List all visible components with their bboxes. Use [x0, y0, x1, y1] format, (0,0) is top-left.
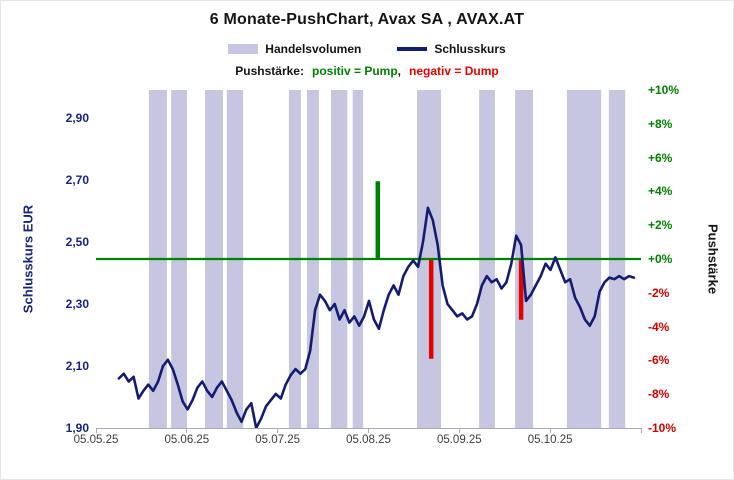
pct-tick-label: -2% [648, 285, 670, 300]
x-axis-tick-mark [186, 428, 188, 433]
pct-tick-label: -6% [648, 353, 670, 368]
eur-tick-label: 2,30 [65, 296, 89, 311]
x-tick-label: 05.06.25 [164, 434, 210, 446]
close-line-swatch-icon [397, 47, 428, 51]
plot-area [96, 90, 641, 428]
series-legend: Handelsvolumen Schlusskurs [1, 42, 733, 56]
x-axis-tick-mark [95, 428, 97, 433]
x-axis-tick-mark [549, 428, 551, 433]
x-axis-tick-mark [277, 428, 279, 433]
pct-tick-label: +4% [648, 184, 673, 199]
eur-tick-label: 1,90 [65, 421, 89, 435]
x-axis-line [96, 428, 642, 429]
eur-tick-label: 2,10 [65, 358, 89, 373]
x-tick-label: 05.09.25 [436, 434, 482, 446]
x-axis-tick-mark [640, 428, 642, 433]
eur-tick-label: 2,70 [65, 172, 89, 187]
pct-tick-label: +6% [648, 150, 673, 165]
close-line [117, 206, 636, 428]
x-tick-label: 05.05.25 [73, 434, 119, 446]
left-axis-title: Schlusskurs EUR [20, 204, 36, 314]
volume-legend-label: Handelsvolumen [265, 42, 362, 56]
right-axis-title: Pushstärke [705, 223, 721, 295]
pct-tick-label: -10% [648, 421, 677, 435]
push-legend-prefix: Pushstärke: [235, 64, 304, 78]
x-tick-label: 05.07.25 [255, 434, 301, 446]
chart-title: 6 Monate-PushChart, Avax SA , AVAX.AT [209, 11, 525, 28]
x-axis-tick-mark [368, 428, 369, 433]
pct-tick-label: -8% [648, 387, 670, 402]
eur-tick-label: 2,90 [65, 110, 89, 125]
pct-tick-label: -4% [648, 319, 670, 334]
x-tick-label: 05.10.25 [527, 434, 573, 446]
pct-tick-label: +2% [648, 218, 673, 233]
push-legend-separator: , [397, 64, 402, 78]
dump-legend-label: negativ = Dump [409, 64, 499, 78]
x-tick-label: 05.08.25 [346, 434, 391, 446]
close-legend-item: Schlusskurs [397, 42, 506, 56]
pump-legend-label: positiv = Pump [311, 64, 398, 78]
volume-legend-item: Handelsvolumen [228, 42, 361, 56]
eur-tick-label: 2,50 [65, 234, 89, 249]
pct-tick-label: +8% [648, 116, 673, 131]
x-axis-tick-mark [458, 428, 460, 433]
push-legend: Pushstärke: positiv = Pump , negativ = D… [1, 64, 733, 78]
close-legend-label: Schlusskurs [434, 42, 506, 56]
volume-swatch-icon [228, 44, 259, 54]
pct-tick-label: +0% [648, 252, 673, 266]
pct-tick-label: +10% [648, 83, 680, 97]
